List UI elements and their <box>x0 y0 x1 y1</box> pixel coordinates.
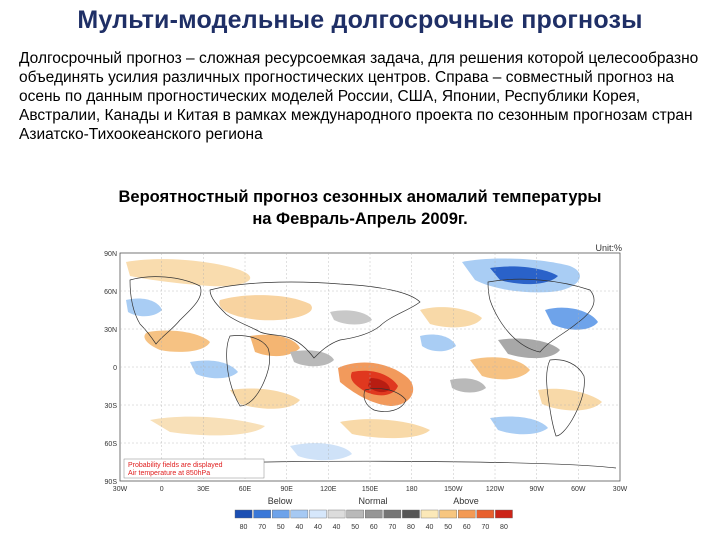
latitude-labels: 90N 60N 30N 0 30S 60S 90S <box>104 251 117 486</box>
north-america-outline <box>487 278 595 353</box>
cold-patch <box>190 360 238 379</box>
australia-outline <box>363 388 407 412</box>
cold-patch <box>545 307 598 330</box>
legend-swatch <box>402 509 420 519</box>
warm-patch <box>470 357 530 380</box>
legend-tick-label: 50 <box>444 524 452 531</box>
lon-label: 150W <box>444 486 463 493</box>
legend-swatch <box>309 509 327 519</box>
note-box <box>123 458 265 479</box>
legend: Below Normal Above 80 70 50 40 40 40 50 60 70 80 4… <box>234 496 513 531</box>
legend-tick-label: 50 <box>277 524 285 531</box>
normal-patch <box>450 378 486 393</box>
legend-swatch <box>253 509 271 519</box>
cold-patch <box>126 298 162 317</box>
map-title-line2: на Февраль-Апрель 2009г. <box>252 210 468 228</box>
forecast-map: Unit:% <box>90 240 630 538</box>
legend-swatch <box>327 509 346 519</box>
lon-label: 60E <box>239 486 252 493</box>
lon-label: 30E <box>197 486 210 493</box>
longitude-labels: 30W 0 30E 60E 90E 120E 150E 180 150W 120… <box>113 486 628 493</box>
legend-tick-label: 40 <box>295 524 303 531</box>
lon-label: 30W <box>613 486 628 493</box>
legend-tick-label: 40 <box>426 524 434 531</box>
lon-label: 120W <box>486 486 505 493</box>
warm-patch <box>144 330 210 352</box>
lon-label: 180 <box>406 486 418 493</box>
warm-patch <box>219 295 312 321</box>
legend-swatch <box>365 509 383 519</box>
lon-label: 30W <box>113 486 128 493</box>
legend-below-label: Below <box>268 496 293 506</box>
south-america-outline <box>546 359 585 437</box>
legend-ticks: 80 70 50 40 40 40 50 60 70 80 40 50 60 70 80 <box>240 524 508 531</box>
legend-tick-label: 70 <box>388 524 396 531</box>
note-line1: Probability fields are displayed <box>128 462 223 469</box>
legend-tick-label: 70 <box>481 524 489 531</box>
lon-label: 120E <box>320 486 337 493</box>
legend-tick-label: 50 <box>351 524 359 531</box>
lat-label: 0 <box>113 365 117 372</box>
lat-label: 30S <box>105 403 118 410</box>
warm-patch <box>250 334 300 357</box>
legend-tick-label: 60 <box>370 524 378 531</box>
lat-label: 30N <box>104 327 117 334</box>
legend-swatch <box>439 509 457 519</box>
lat-label: 60S <box>105 441 118 448</box>
forecast-map-svg: Unit:% <box>104 243 628 531</box>
map-title: Вероятностный прогноз сезонных аномалий … <box>20 186 700 230</box>
lon-label: 90E <box>280 486 293 493</box>
legend-swatch <box>420 509 439 519</box>
cold-patch <box>490 416 548 435</box>
lat-label: 60N <box>104 289 117 296</box>
warm-patch <box>420 307 482 328</box>
normal-patch <box>330 310 372 325</box>
legend-tick-label: 70 <box>258 524 266 531</box>
legend-swatch <box>234 509 253 519</box>
legend-tick-label: 80 <box>240 524 248 531</box>
legend-tick-label: 60 <box>463 524 471 531</box>
unit-label: Unit:% <box>595 243 622 253</box>
map-title-line1: Вероятностный прогноз сезонных аномалий … <box>118 188 602 206</box>
legend-tick-label: 80 <box>500 524 508 531</box>
map-panel: Probability fields are displayed Air tem… <box>119 252 621 482</box>
lat-label: 90S <box>105 479 118 486</box>
greenland-america-outline <box>129 276 202 345</box>
legend-swatch <box>383 509 402 519</box>
lon-label: 150E <box>362 486 379 493</box>
graticule <box>120 253 620 481</box>
warm-patch <box>126 259 251 287</box>
warm-patch <box>340 419 430 439</box>
legend-swatch <box>346 509 364 519</box>
lat-label: 90N <box>104 251 117 258</box>
legend-tick-label: 40 <box>333 524 341 531</box>
legend-normal-label: Normal <box>358 496 387 506</box>
legend-above-label: Above <box>453 496 479 506</box>
cold-patch <box>290 443 352 461</box>
legend-swatch <box>271 509 290 519</box>
lon-label: 0 <box>160 486 164 493</box>
legend-tick-label: 80 <box>407 524 415 531</box>
legend-swatch <box>290 509 309 519</box>
intro-text: Долгосрочный прогноз – сложная ресурсоем… <box>19 50 699 143</box>
legend-swatches <box>234 509 513 519</box>
note-line2: Air temperature at 850hPa <box>128 470 210 477</box>
warm-patch <box>150 416 265 436</box>
lon-label: 90W <box>529 486 544 493</box>
eurasia-outline <box>209 281 421 359</box>
africa-outline <box>226 335 270 407</box>
legend-swatch <box>458 509 476 519</box>
cold-patch <box>420 334 456 352</box>
normal-patch <box>290 350 334 367</box>
lon-label: 60W <box>571 486 586 493</box>
page-title: Мульти-модельные долгосрочные прогнозы <box>77 6 643 34</box>
legend-swatch <box>495 509 513 519</box>
legend-tick-label: 40 <box>314 524 322 531</box>
legend-swatch <box>476 509 495 519</box>
